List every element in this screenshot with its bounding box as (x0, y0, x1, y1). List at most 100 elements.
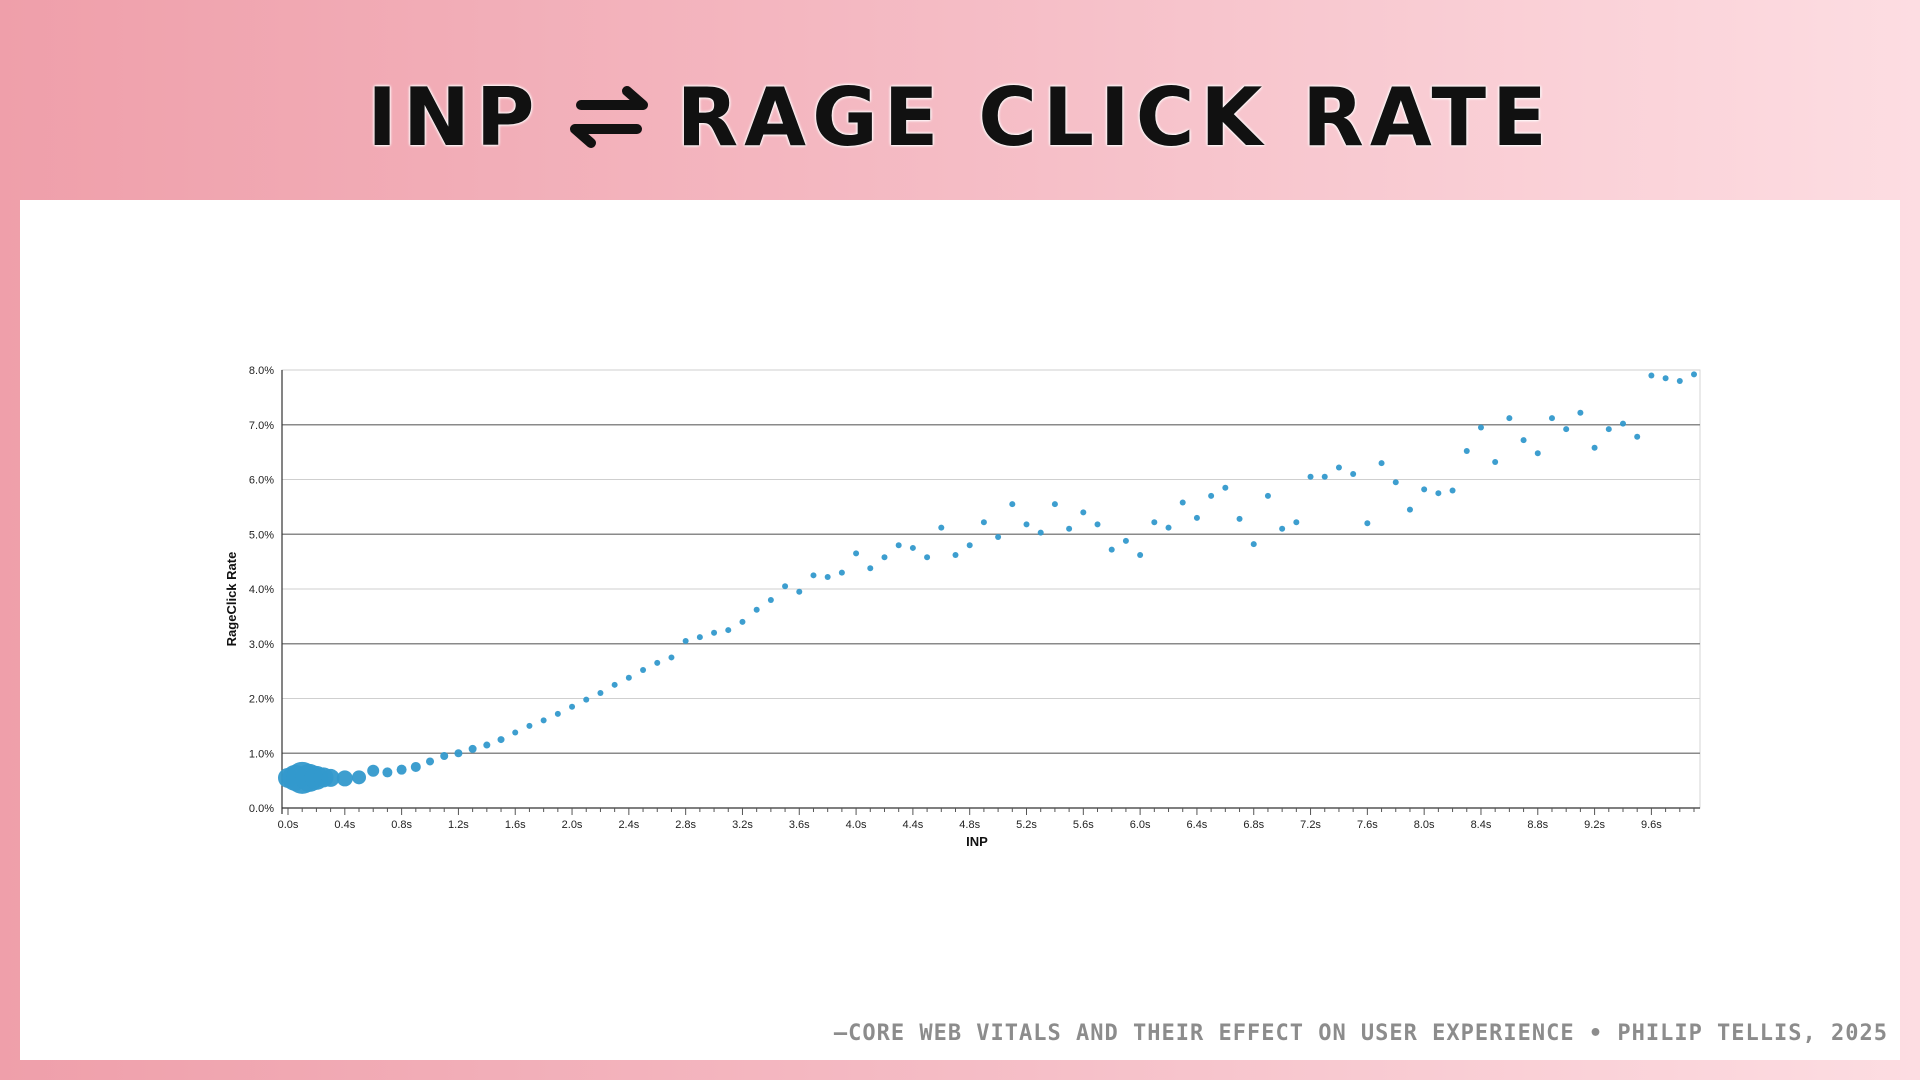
left-right-arrows-icon (569, 86, 648, 148)
data-point (995, 533, 1002, 540)
x-tick-label: 3.2s (732, 819, 753, 831)
data-point (796, 588, 803, 595)
x-tick-label: 1.6s (505, 819, 526, 831)
data-point (410, 761, 421, 772)
y-tick-label: 6.0% (249, 475, 274, 487)
data-point (1108, 546, 1115, 553)
data-point (938, 524, 945, 531)
data-point (782, 583, 789, 590)
data-point (838, 569, 845, 576)
data-point (1051, 501, 1058, 508)
data-point (1577, 409, 1584, 416)
data-point (583, 696, 590, 703)
data-point (1009, 501, 1016, 508)
data-point (668, 654, 675, 661)
data-point (1648, 372, 1655, 379)
x-tick-label: 8.4s (1471, 819, 1492, 831)
data-point (640, 667, 647, 674)
x-tick-label: 7.6s (1357, 819, 1378, 831)
data-point (1662, 375, 1669, 382)
data-point (1506, 415, 1513, 422)
data-point (1563, 426, 1570, 433)
data-point (382, 767, 393, 778)
grid-lines (281, 369, 1701, 809)
title-inp: INP (367, 70, 541, 164)
x-tick-label: 6.4s (1187, 819, 1208, 831)
data-point (767, 596, 774, 603)
data-point (367, 764, 380, 777)
y-tick-label: 2.0% (249, 694, 274, 706)
data-point (1691, 371, 1697, 378)
data-point (1094, 521, 1101, 528)
data-point (540, 717, 547, 724)
x-tick-label: 0.8s (391, 819, 412, 831)
data-point (1137, 552, 1144, 559)
x-tick-label: 3.6s (789, 819, 810, 831)
data-point (483, 741, 491, 749)
data-point (867, 565, 874, 572)
y-tick-label: 1.0% (249, 748, 274, 760)
data-point (1435, 490, 1442, 497)
data-point (512, 729, 519, 736)
data-point (526, 722, 533, 729)
y-tick-label: 0.0% (249, 803, 274, 815)
data-point (554, 710, 561, 717)
x-tick-label: 2.8s (675, 819, 696, 831)
data-point (1350, 471, 1357, 478)
data-point (569, 703, 576, 710)
y-tick-label: 7.0% (249, 420, 274, 432)
data-point (980, 519, 987, 526)
data-point (1165, 524, 1172, 531)
y-axis-title: RageClick Rate (224, 552, 239, 647)
title-rage-click-rate: RAGE CLICK RATE (676, 70, 1553, 164)
data-point (597, 690, 604, 697)
scatter-chart: 0.0% 1.0% 2.0% 3.0% 4.0% 5.0% 6.0% 7.0% 8.0% 0.0s… (224, 365, 1701, 849)
y-tick-label: 3.0% (249, 639, 274, 651)
data-point (753, 606, 760, 613)
x-tick-label: 0.4s (334, 819, 355, 831)
slide-title: INP RAGE CLICK RATE (0, 62, 1920, 172)
data-point (881, 554, 888, 561)
x-tick-label: 4.0s (846, 819, 867, 831)
data-point (1236, 515, 1243, 522)
x-tick-label: 4.8s (959, 819, 980, 831)
data-point (1619, 420, 1626, 427)
x-tick-label: 2.4s (618, 819, 639, 831)
data-point (1279, 525, 1286, 532)
data-point (396, 764, 407, 775)
data-point (725, 627, 732, 634)
data-point (1676, 377, 1683, 384)
data-point (352, 770, 367, 785)
data-point (625, 674, 632, 681)
x-tick-label: 2.0s (562, 819, 583, 831)
data-point (824, 573, 831, 580)
x-tick-label: 9.2s (1584, 819, 1605, 831)
data-point (1463, 448, 1470, 455)
data-point (1222, 484, 1229, 491)
data-point (468, 744, 477, 753)
x-tick-label: 5.2s (1016, 819, 1037, 831)
data-point (1208, 492, 1215, 499)
data-point (1364, 520, 1371, 527)
data-point (654, 659, 661, 666)
data-point (1264, 492, 1271, 499)
data-point (924, 554, 931, 561)
x-tick-label: 8.8s (1527, 819, 1548, 831)
x-tick-label: 4.4s (902, 819, 923, 831)
data-point (1591, 444, 1598, 451)
data-point (1520, 437, 1527, 444)
data-point (1492, 458, 1499, 465)
data-point (1534, 450, 1541, 457)
data-point (1307, 473, 1314, 480)
data-point (454, 749, 463, 758)
data-point (1477, 424, 1484, 431)
x-tick-label: 9.6s (1641, 819, 1662, 831)
data-point (1605, 426, 1612, 433)
axes: 0.0% 1.0% 2.0% 3.0% 4.0% 5.0% 6.0% 7.0% 8.0% 0.0s… (249, 365, 1700, 831)
data-point (952, 552, 959, 559)
data-point (853, 550, 860, 557)
data-point (1335, 464, 1342, 471)
data-point (321, 768, 340, 787)
data-point (1250, 541, 1257, 548)
data-point (1293, 519, 1300, 526)
